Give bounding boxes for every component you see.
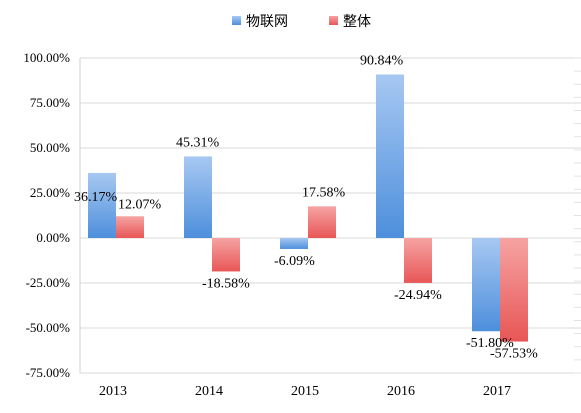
- bar-iot-2014: [184, 156, 212, 238]
- data-labels: 36.17% 12.07% 45.31% -18.58% -6.09% 17.58% 90.…: [74, 53, 538, 361]
- y-tick-label: 0.00%: [36, 230, 70, 245]
- data-label: -57.53%: [490, 347, 538, 362]
- data-label: 12.07%: [118, 197, 162, 212]
- data-label: 17.58%: [302, 185, 346, 200]
- y-tick-label: 100.00%: [23, 50, 70, 65]
- x-tick-label: 2016: [387, 384, 415, 399]
- y-tick-label: -75.00%: [26, 365, 71, 380]
- data-label: 90.84%: [360, 53, 404, 68]
- bar-iot-2017: [472, 238, 500, 332]
- y-tick-label: 50.00%: [30, 140, 70, 155]
- x-tick-label: 2014: [195, 384, 223, 399]
- y-tick-label: -25.00%: [26, 275, 71, 290]
- bar-total-2014: [212, 238, 240, 272]
- x-tick-label: 2013: [99, 384, 127, 399]
- legend-label-iot: 物联网: [246, 14, 288, 30]
- y-tick-label: -50.00%: [26, 320, 71, 335]
- data-label: -18.58%: [202, 276, 250, 291]
- bar-total-2017: [500, 238, 528, 342]
- y-tick-label: 75.00%: [30, 95, 70, 110]
- data-label: -24.94%: [394, 288, 442, 303]
- bar-iot-2015: [280, 238, 308, 249]
- data-label: 45.31%: [176, 135, 220, 150]
- legend-label-total: 整体: [343, 14, 371, 30]
- x-tick-label: 2015: [291, 384, 319, 399]
- data-label: -6.09%: [274, 254, 315, 269]
- data-label: -51.80%: [466, 336, 514, 351]
- bars: [88, 74, 528, 342]
- data-label: 36.17%: [74, 190, 118, 205]
- bar-iot-2016: [376, 74, 404, 238]
- y-tick-label: 25.00%: [30, 185, 70, 200]
- legend: 物联网 整体: [232, 14, 371, 30]
- y-axis: 100.00% 75.00% 50.00% 25.00% 0.00% -25.00% -50…: [23, 50, 81, 380]
- bar-total-2015: [308, 206, 336, 238]
- x-axis: 2013 2014 2015 2016 2017: [99, 384, 511, 399]
- bar-iot-2013: [88, 172, 116, 238]
- x-tick-label: 2017: [483, 384, 511, 399]
- bar-total-2013: [116, 216, 144, 238]
- legend-swatch-iot: [232, 16, 241, 25]
- bar-total-2016: [404, 238, 432, 283]
- legend-swatch-total: [329, 16, 338, 25]
